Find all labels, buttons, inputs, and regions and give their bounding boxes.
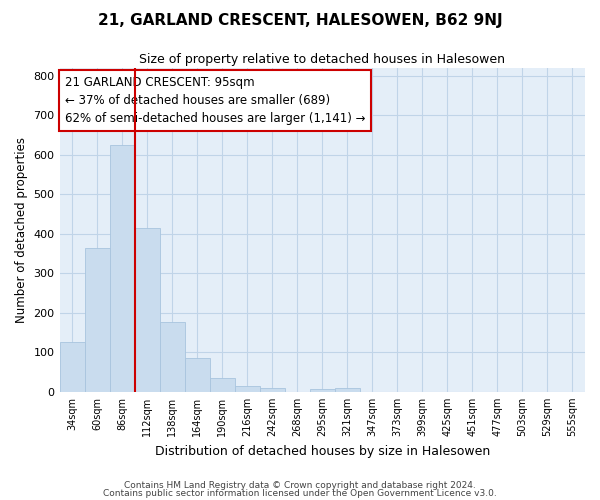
Title: Size of property relative to detached houses in Halesowen: Size of property relative to detached ho… xyxy=(139,52,505,66)
Bar xyxy=(134,228,160,392)
X-axis label: Distribution of detached houses by size in Halesowen: Distribution of detached houses by size … xyxy=(155,444,490,458)
Bar xyxy=(110,145,134,392)
Bar xyxy=(235,386,260,392)
Text: 21 GARLAND CRESCENT: 95sqm
← 37% of detached houses are smaller (689)
62% of sem: 21 GARLAND CRESCENT: 95sqm ← 37% of deta… xyxy=(65,76,365,125)
Text: Contains public sector information licensed under the Open Government Licence v3: Contains public sector information licen… xyxy=(103,488,497,498)
Bar xyxy=(310,388,335,392)
Bar xyxy=(85,248,110,392)
Bar xyxy=(59,342,85,392)
Bar xyxy=(209,378,235,392)
Y-axis label: Number of detached properties: Number of detached properties xyxy=(15,137,28,323)
Bar xyxy=(260,388,285,392)
Bar xyxy=(335,388,360,392)
Bar xyxy=(160,322,185,392)
Text: Contains HM Land Registry data © Crown copyright and database right 2024.: Contains HM Land Registry data © Crown c… xyxy=(124,481,476,490)
Text: 21, GARLAND CRESCENT, HALESOWEN, B62 9NJ: 21, GARLAND CRESCENT, HALESOWEN, B62 9NJ xyxy=(98,12,502,28)
Bar xyxy=(185,358,209,392)
